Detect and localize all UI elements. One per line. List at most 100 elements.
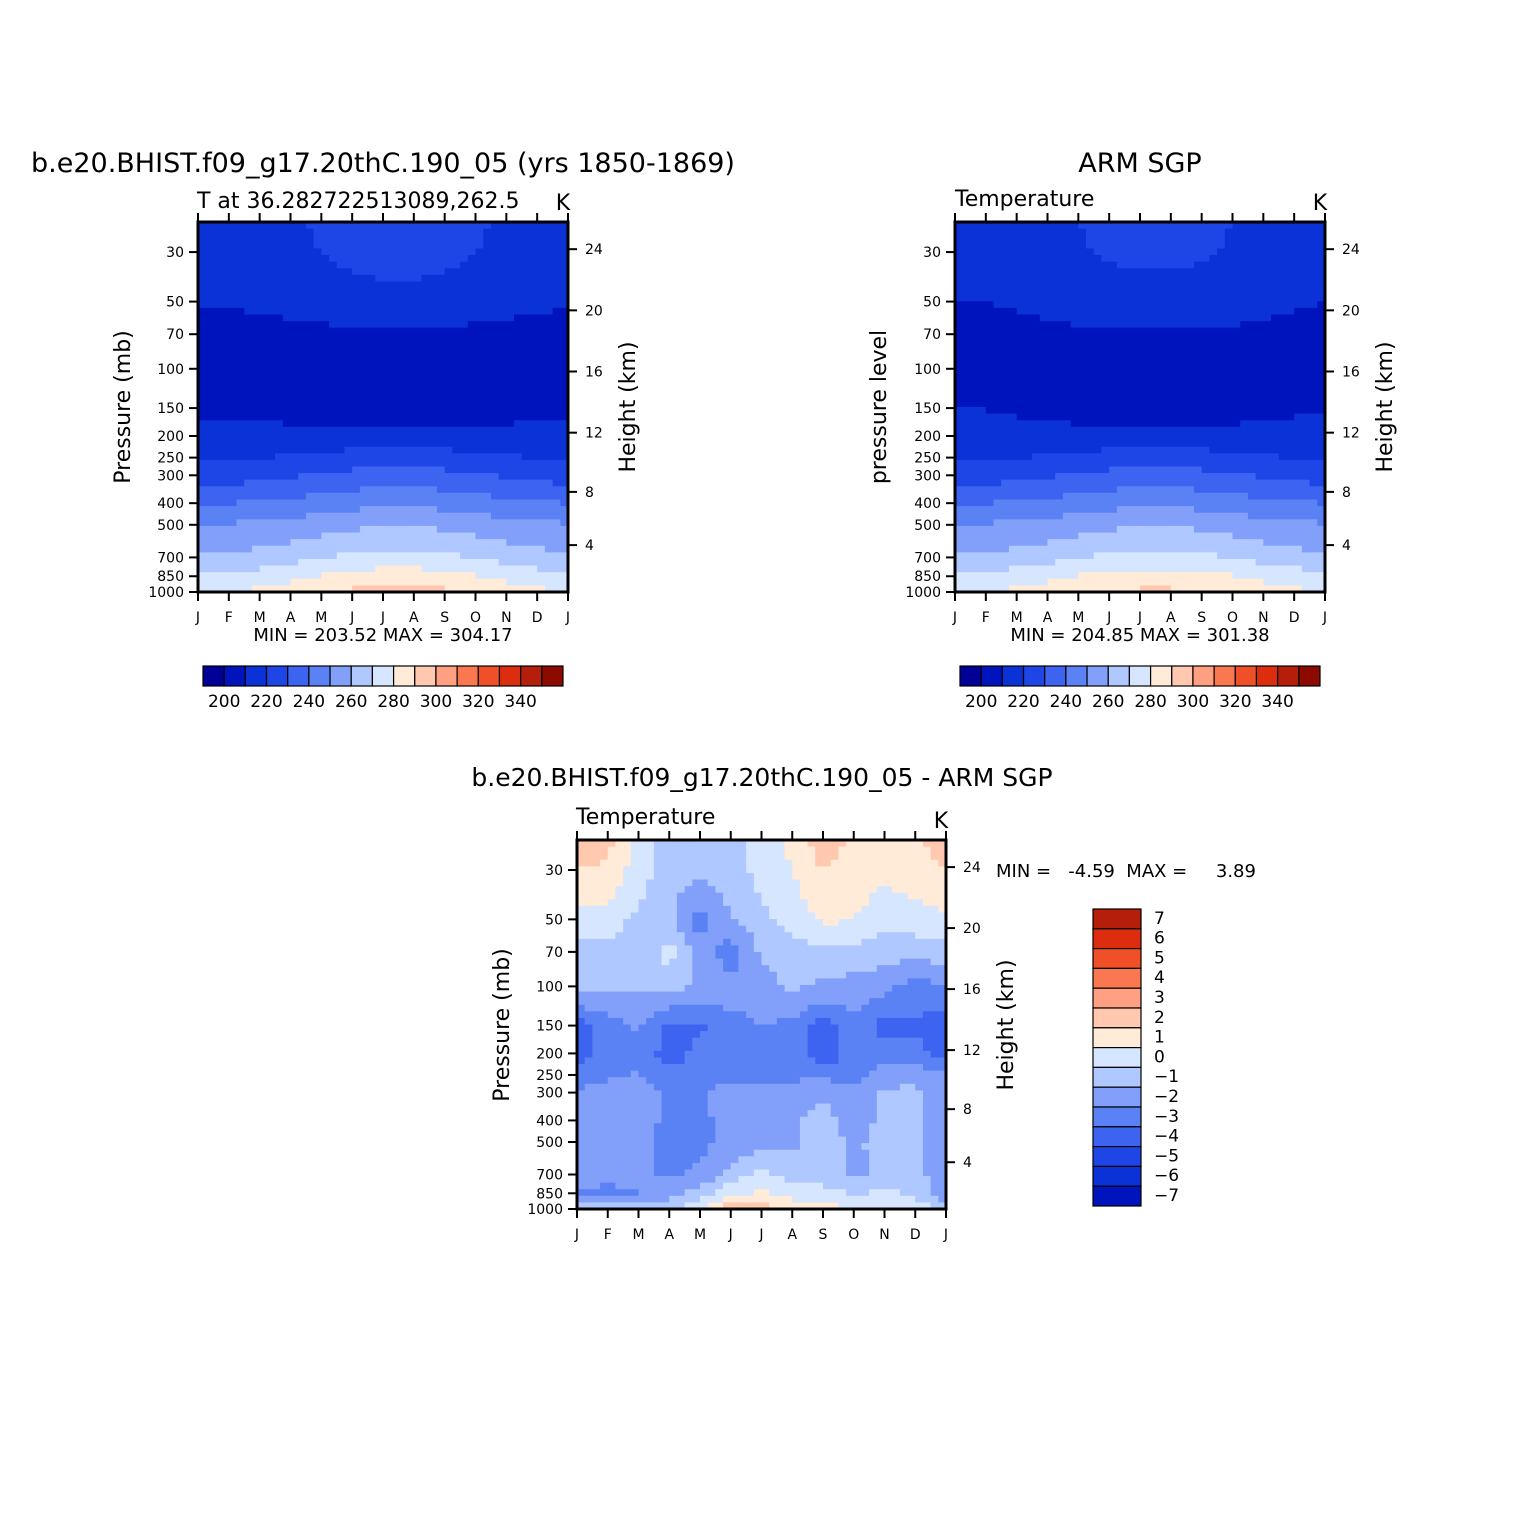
heatmap-cell [506,222,515,230]
heatmap-cell [1278,387,1288,395]
heatmap-cell [514,400,523,408]
heatmap-cell [383,347,392,355]
heatmap-cell [1001,486,1010,494]
heatmap-cell [1301,400,1311,408]
heatmap-cell [993,334,1002,342]
heatmap-cell [452,281,461,289]
heatmap-cell [1039,347,1049,355]
heatmap-cell [321,473,330,481]
heatmap-cell [367,235,376,243]
heatmap-cell [521,486,531,494]
heatmap-cell [313,380,322,388]
heatmap-cell [421,393,430,401]
heatmap-cell [1247,407,1257,415]
heatmap-cell [406,321,415,329]
heatmap-cell [305,281,315,289]
heatmap-cell [1301,387,1311,395]
heatmap-cell [236,492,245,501]
heatmap-cell [436,486,446,494]
heatmap-cell [1109,281,1118,289]
heatmap-cell [329,453,338,461]
heatmap-cell [1170,512,1180,520]
heatmap-cell [1255,393,1264,401]
heatmap-cell [1008,255,1018,263]
heatmap-cell [1263,314,1272,322]
heatmap-cell [1286,340,1295,349]
heatmap-cell [228,222,238,230]
heatmap-cell [1217,347,1226,355]
heatmap-cell [413,228,423,236]
heatmap-cell [1086,433,1095,441]
heatmap-cell [955,420,964,428]
heatmap-cell [1294,321,1303,329]
heatmap-cell [1140,387,1149,395]
heatmap-cell [483,519,492,527]
heatmap-cell [483,301,492,309]
heatmap-cell [1278,340,1288,349]
heatmap-cell [537,539,546,547]
heatmap-cell [1078,288,1087,296]
heatmap-cell [1147,321,1157,329]
heatmap-cell [1116,281,1126,289]
heatmap-cell [290,453,299,461]
heatmap-cell [1232,281,1241,289]
heatmap-cell [1255,473,1264,481]
heatmap-cell [560,459,569,468]
heatmap-cell [1024,387,1033,395]
heatmap-cell [514,545,523,553]
heatmap-cell [267,373,276,382]
heatmap-cell [1093,360,1103,368]
heatmap-cell [383,446,392,454]
heatmap-cell [1016,340,1025,349]
heatmap-cell [1301,301,1311,309]
heatmap-cell [1024,340,1033,349]
heatmap-cell [298,585,307,593]
heatmap-cell [290,473,299,481]
heatmap-cell [198,578,207,586]
heatmap-cell [1124,294,1133,302]
heatmap-cell [429,373,438,382]
heatmap-cell [1093,433,1103,441]
heatmap-cell [329,407,338,415]
heatmap-cell [1086,340,1095,349]
heatmap-cell [367,301,376,309]
heatmap-cell [236,222,245,230]
heatmap-cell [359,288,369,296]
heatmap-cell [1294,274,1303,283]
heatmap-cell [1147,334,1157,342]
heatmap-cell [1078,512,1087,520]
heatmap-cell [275,274,284,283]
heatmap-cell [390,347,400,355]
heatmap-cell [344,400,353,408]
heatmap-cell [1001,446,1010,454]
heatmap-cell [359,373,369,382]
heatmap-cell [506,367,515,375]
heatmap-cell [1209,380,1218,388]
heatmap-cell [251,235,261,243]
heatmap-cell [267,360,276,368]
heatmap-cell [267,268,276,276]
heatmap-cell [1301,459,1311,468]
heatmap-cell [1247,222,1257,230]
heatmap-cell [1147,228,1157,236]
heatmap-cell [529,347,538,355]
heatmap-cell [544,294,554,302]
heatmap-cell [1186,446,1195,454]
heatmap-cell [213,440,222,448]
heatmap-cell [1147,261,1157,269]
heatmap-cell [514,281,523,289]
heatmap-cell [251,301,261,309]
heatmap-cell [1309,380,1318,388]
heatmap-cell [1001,354,1010,362]
heatmap-cell [1255,453,1264,461]
heatmap-cell [1178,453,1187,461]
heatmap-cell [1078,340,1087,349]
heatmap-cell [962,486,972,494]
x-tick-label: J [565,610,570,626]
heatmap-cell [1286,506,1295,514]
heatmap-cell [475,340,484,349]
heatmap-cell [467,545,477,553]
heatmap-cell [1186,294,1195,302]
heatmap-cell [406,512,415,520]
heatmap-cell [1055,413,1064,421]
